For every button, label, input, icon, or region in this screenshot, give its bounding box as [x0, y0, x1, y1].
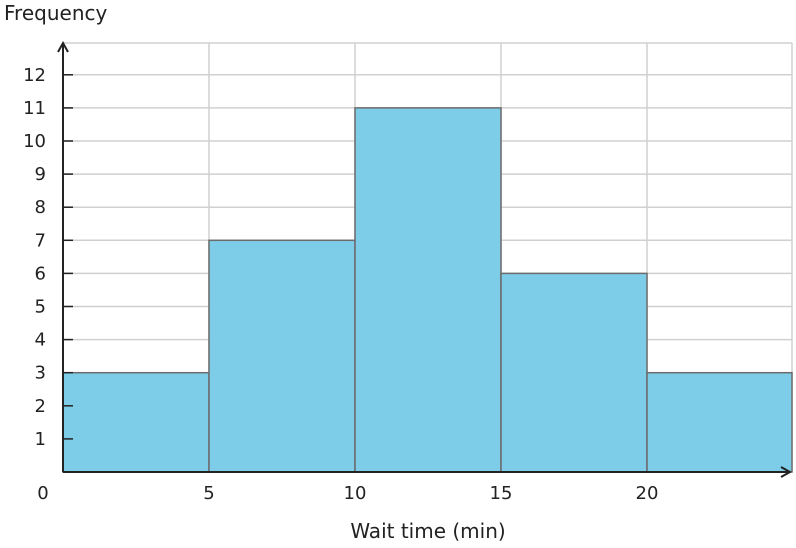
x-tick-label: 0	[37, 483, 48, 504]
y-tick-label: 5	[35, 297, 46, 318]
x-tick-label: 10	[344, 483, 367, 504]
x-tick-label: 20	[636, 483, 659, 504]
x-axis-label: Wait time (min)	[350, 519, 505, 543]
y-tick-label: 7	[35, 230, 46, 251]
y-tick-label: 4	[35, 330, 46, 351]
bars	[62, 107, 793, 473]
y-axis-label: Frequency	[4, 1, 107, 25]
y-tick-label: 11	[23, 98, 46, 119]
y-tick-label: 6	[35, 263, 46, 284]
histogram-bar	[646, 371, 793, 473]
x-tick-label: 15	[490, 483, 513, 504]
y-tick-label: 10	[23, 131, 46, 152]
y-tick-label: 3	[35, 363, 46, 384]
y-tick-label: 2	[35, 396, 46, 417]
y-tick-label: 1	[35, 429, 46, 450]
histogram-bar	[354, 107, 502, 473]
x-axis-arrow-icon	[780, 466, 793, 478]
histogram-bar	[62, 371, 210, 473]
y-tick-label: 9	[35, 164, 46, 185]
y-tick-label: 12	[23, 65, 46, 86]
axes	[57, 40, 793, 478]
histogram-bar	[208, 239, 356, 473]
y-tick-label: 8	[35, 197, 46, 218]
y-axis-arrow-icon	[57, 40, 69, 53]
histogram-bar	[500, 272, 648, 473]
x-tick-label: 5	[203, 483, 214, 504]
x-ticks: 0 5 10 15 20	[37, 483, 658, 504]
